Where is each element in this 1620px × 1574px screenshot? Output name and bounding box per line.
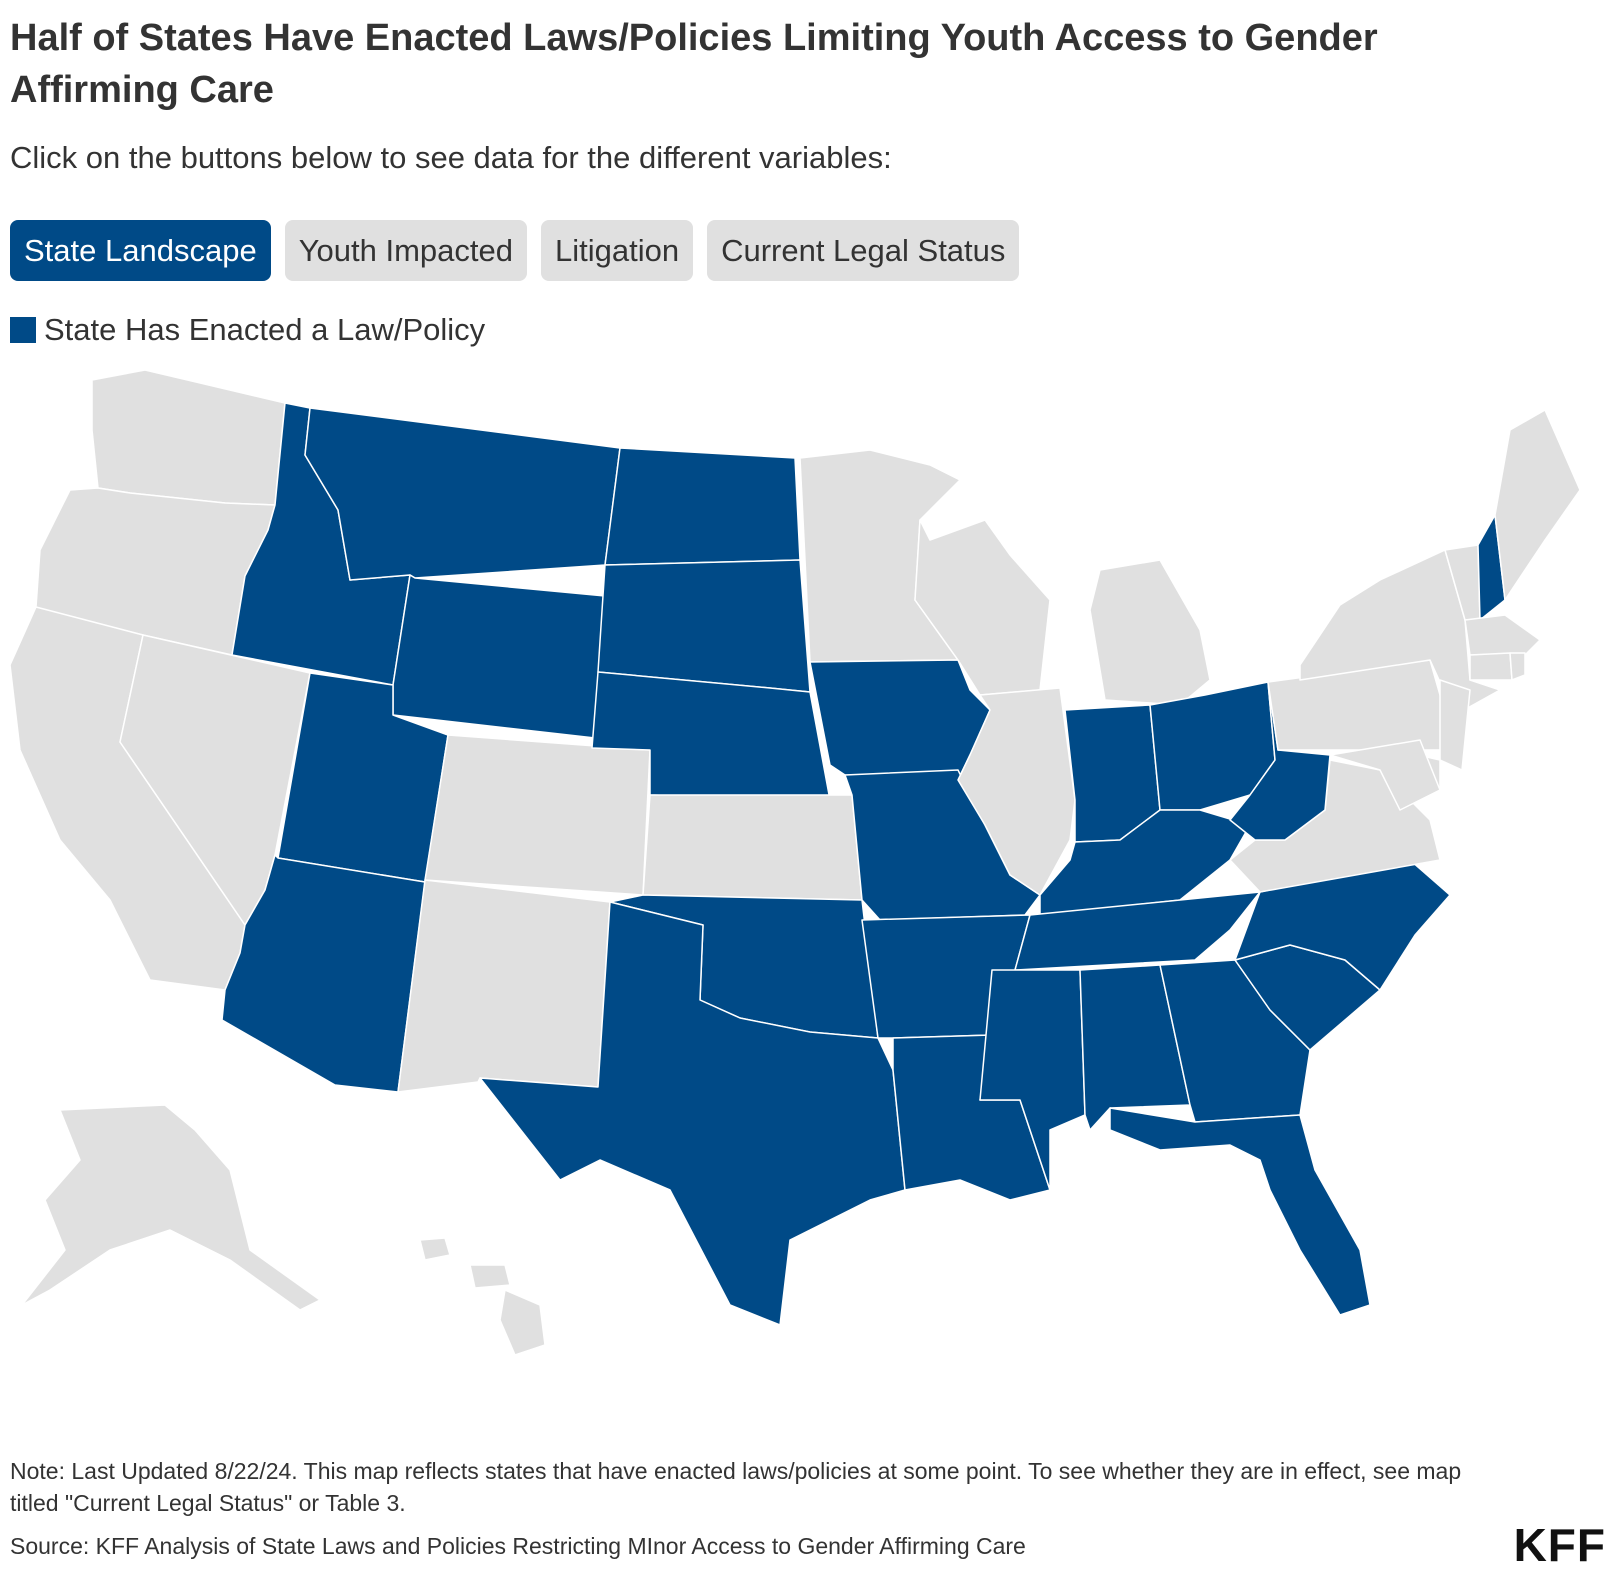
state-wv[interactable] <box>1229 681 1331 841</box>
legend-swatch <box>10 317 36 343</box>
state-nm[interactable] <box>397 879 611 1093</box>
legend-label: State Has Enacted a Law/Policy <box>44 312 486 347</box>
state-tx[interactable] <box>479 901 906 1326</box>
state-fl[interactable] <box>1109 1107 1371 1316</box>
state-ia[interactable] <box>809 659 991 781</box>
state-co[interactable] <box>424 734 651 896</box>
tab-litigation[interactable]: Litigation <box>540 220 694 281</box>
state-pa[interactable] <box>1267 659 1451 751</box>
state-wa[interactable] <box>91 370 286 506</box>
state-tn[interactable] <box>1014 891 1261 971</box>
state-mt[interactable] <box>304 407 621 581</box>
state-ak[interactable] <box>21 1104 321 1311</box>
kff-logo: KFF <box>1513 1519 1606 1571</box>
state-nc[interactable] <box>1234 859 1451 991</box>
state-mi[interactable] <box>1089 559 1211 706</box>
state-md[interactable] <box>1329 739 1441 811</box>
variable-tabs: State Landscape Youth Impacted Litigatio… <box>10 220 1020 281</box>
state-wy[interactable] <box>392 574 606 739</box>
map-legend: State Has Enacted a Law/Policy <box>10 312 485 348</box>
state-nd[interactable] <box>604 447 801 566</box>
state-nj[interactable] <box>1439 679 1471 771</box>
chart-title: Half of States Have Enacted Laws/Policie… <box>10 17 1378 111</box>
source-line: Source: KFF Analysis of State Laws and P… <box>10 1533 1026 1559</box>
state-hi[interactable] <box>419 1237 546 1356</box>
chart-subtitle: Click on the buttons below to see data f… <box>10 140 892 175</box>
state-sd[interactable] <box>597 559 811 693</box>
tab-state-landscape[interactable]: State Landscape <box>10 220 271 281</box>
state-ma[interactable] <box>1464 614 1541 656</box>
state-me[interactable] <box>1494 409 1581 601</box>
state-il[interactable] <box>957 687 1076 896</box>
tab-youth-impacted[interactable]: Youth Impacted <box>284 220 527 281</box>
state-ks[interactable] <box>642 794 863 901</box>
us-state-map <box>9 370 1581 1356</box>
state-ri[interactable] <box>1509 652 1526 681</box>
state-ct[interactable] <box>1469 652 1513 681</box>
footnote: Note: Last Updated 8/22/24. This map ref… <box>10 1458 1462 1516</box>
tab-current-legal-status[interactable]: Current Legal Status <box>707 220 1020 281</box>
